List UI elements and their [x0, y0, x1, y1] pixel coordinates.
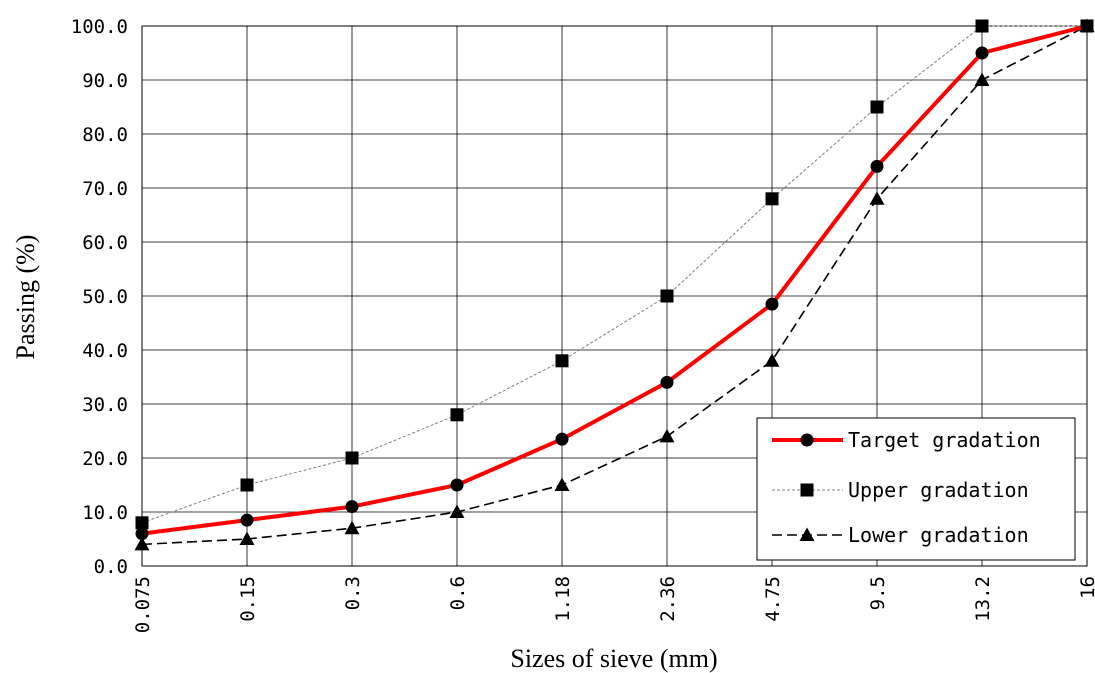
- data-point: [975, 19, 989, 33]
- data-point: [1080, 19, 1094, 33]
- data-point: [974, 72, 990, 86]
- x-tick-label: 0.15: [237, 576, 259, 622]
- series-line: [141, 25, 1087, 524]
- x-tick-label: 0.3: [342, 576, 364, 610]
- data-point: [240, 513, 254, 527]
- data-point: [555, 432, 569, 446]
- data-point: [975, 46, 989, 60]
- y-tick-label: 10.0: [82, 502, 128, 524]
- y-tick-label: 50.0: [82, 286, 128, 308]
- data-point: [765, 192, 779, 206]
- y-axis-ticks: 0.0 10.0 20.0 30.0 40.0 50.0 60.0 70.0 80.0 90.0 1…: [71, 16, 128, 578]
- data-point: [450, 408, 464, 422]
- data-point: [450, 478, 464, 492]
- data-point: [135, 516, 149, 530]
- data-point: [660, 289, 674, 303]
- data-point: [240, 478, 254, 492]
- data-point: [660, 375, 674, 389]
- y-tick-label: 20.0: [82, 448, 128, 470]
- data-point: [555, 354, 569, 368]
- x-tick-label: 1.18: [552, 576, 574, 622]
- series-line: [141, 25, 1088, 546]
- data-point: [659, 428, 675, 443]
- x-tick-label: 4.75: [762, 576, 784, 622]
- data-point: [764, 353, 780, 367]
- data-point: [345, 500, 359, 514]
- y-tick-label: 70.0: [82, 178, 128, 200]
- legend-label: Lower gradation: [848, 523, 1029, 547]
- data-point: [134, 536, 150, 551]
- series-lines: [134, 18, 1095, 551]
- legend-marker: [799, 527, 815, 541]
- legend-marker: [800, 433, 814, 447]
- x-tick-label: 2.36: [657, 576, 679, 622]
- x-axis-title: Sizes of sieve (mm): [510, 644, 717, 673]
- x-tick-label: 16: [1077, 576, 1095, 599]
- x-axis-ticks: 0.075 0.15 0.3 0.6 1.18 2.36 4.75 9.5 13.2 16: [132, 576, 1095, 633]
- x-tick-label: 13.2: [972, 576, 994, 622]
- data-point: [870, 159, 884, 173]
- data-point: [345, 451, 359, 465]
- legend-marker: [800, 483, 814, 497]
- data-point: [869, 191, 885, 205]
- y-axis-title: Passing (%): [11, 235, 40, 360]
- data-point: [239, 531, 255, 545]
- data-point: [344, 520, 360, 535]
- y-tick-label: 40.0: [82, 340, 128, 362]
- y-tick-label: 0.0: [94, 556, 128, 578]
- data-point: [449, 504, 465, 518]
- y-tick-label: 90.0: [82, 70, 128, 92]
- legend: Target gradation Upper gradation Lower gra…: [756, 417, 1076, 561]
- plot-frame: [141, 25, 1088, 567]
- x-tick-label: 0.075: [132, 576, 154, 633]
- x-tick-label: 0.6: [447, 576, 469, 610]
- y-tick-label: 60.0: [82, 232, 128, 254]
- legend-label: Target gradation: [848, 428, 1041, 452]
- data-point: [870, 100, 884, 114]
- y-tick-label: 30.0: [82, 394, 128, 416]
- data-point: [554, 477, 570, 491]
- y-tick-label: 80.0: [82, 124, 128, 146]
- legend-label: Upper gradation: [848, 478, 1029, 502]
- series-line: [141, 24, 1088, 536]
- data-point: [765, 297, 779, 311]
- y-tick-label: 100.0: [71, 16, 128, 38]
- x-tick-label: 9.5: [867, 576, 889, 610]
- grid: [141, 25, 1088, 567]
- series-circle: [135, 19, 1094, 541]
- data-point: [135, 527, 149, 541]
